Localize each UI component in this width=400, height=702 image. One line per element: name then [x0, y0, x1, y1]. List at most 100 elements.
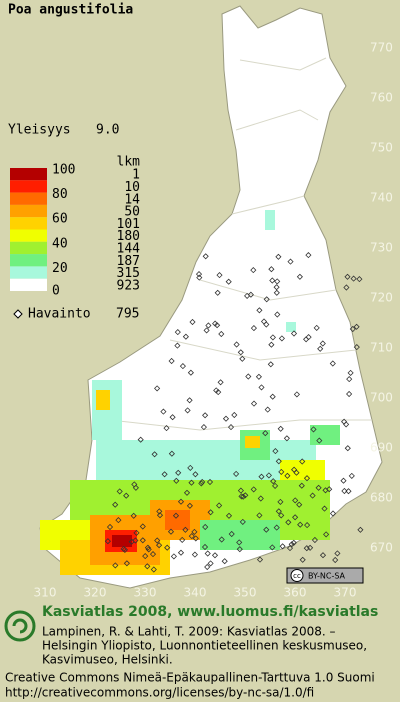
observation-marker [218, 536, 225, 543]
observation-marker [279, 543, 286, 550]
observation-marker [277, 425, 284, 432]
observation-marker [250, 267, 257, 274]
citation-line: Helsingin Yliopisto, Luonnontieteellinen… [42, 639, 367, 653]
observation-marker [288, 541, 295, 548]
svg-text:cc: cc [293, 572, 301, 580]
observation-marker [303, 475, 311, 482]
observation-marker [270, 478, 277, 485]
observation-marker [278, 512, 285, 519]
observation-marker [285, 519, 292, 526]
observation-marker [187, 369, 194, 376]
observation-marker [182, 333, 189, 340]
observation-marker [256, 512, 263, 519]
observation-marker [250, 325, 257, 332]
observation-marker [214, 322, 221, 329]
observation-marker [304, 522, 311, 529]
observation-marker [196, 274, 203, 281]
observation-marker [237, 349, 244, 356]
observation-marker [144, 563, 151, 570]
x-grid-label: 310 [34, 586, 57, 600]
observation-marker [313, 324, 320, 331]
observation-marker [341, 418, 348, 425]
x-grid-label: 340 [184, 586, 207, 600]
observation-marker [212, 320, 219, 327]
observation-marker [274, 278, 281, 285]
x-grid-label: 350 [234, 586, 257, 600]
legend-band [10, 168, 47, 181]
observation-marker [205, 322, 212, 329]
legend-count: 923 [117, 278, 140, 293]
observation-marker [218, 330, 225, 338]
observation-marker [262, 430, 269, 437]
observation-marker [258, 473, 265, 480]
observation-marker [298, 482, 305, 489]
legend-count: 10 [124, 180, 140, 195]
observation-marker [290, 539, 297, 546]
legend-band [10, 241, 47, 255]
y-grid-label: 690 [370, 441, 393, 455]
observation-value: 795 [116, 307, 139, 322]
observation-marker [260, 318, 268, 325]
observation-marker [154, 385, 161, 392]
legend-count: 14 [124, 192, 140, 207]
legend-scale-label: 60 [52, 212, 68, 227]
legend-count: 187 [117, 254, 140, 269]
observation-marker [247, 291, 254, 298]
observation-marker [174, 342, 181, 349]
observation-marker [221, 558, 228, 565]
observation-marker [215, 389, 222, 396]
observation-marker [273, 524, 280, 531]
observation-marker [309, 492, 316, 499]
legend-scale-label: 40 [52, 236, 68, 251]
citation-line: Kasvimuseo, Helsinki. [42, 653, 173, 667]
observation-marker [227, 424, 235, 431]
observation-marker [201, 543, 209, 551]
observation-marker [321, 505, 328, 512]
legend-band [10, 192, 47, 205]
legend-count: 101 [117, 217, 140, 232]
occurrence-cells [40, 210, 340, 575]
observation-marker [228, 530, 235, 538]
observation-marker [278, 468, 285, 475]
observation-marker [156, 512, 164, 519]
observation-marker [303, 545, 310, 552]
observation-marker [231, 411, 238, 419]
observation-marker [344, 273, 351, 280]
observation-marker [341, 487, 348, 495]
observation-marker [139, 537, 146, 544]
observation-marker [286, 545, 294, 552]
y-grid-label: 730 [370, 241, 393, 255]
observation-marker [145, 546, 152, 553]
observation-marker [350, 275, 357, 282]
observation-marker [268, 341, 275, 348]
observation-marker [191, 528, 198, 535]
observation-marker [121, 546, 128, 553]
observation-marker [188, 479, 195, 486]
observation-marker [156, 508, 163, 515]
observation-marker [233, 341, 240, 348]
observation-marker [207, 560, 214, 567]
region-borders [109, 57, 372, 431]
observation-marker [263, 296, 270, 303]
observation-marker [187, 464, 194, 471]
observation-marker [257, 495, 264, 502]
observation-marker [203, 327, 210, 334]
observation-marker [263, 526, 270, 533]
observation-marker [174, 329, 181, 336]
observation-marker [273, 289, 280, 296]
observation-marker [329, 510, 337, 517]
observation-marker [264, 406, 271, 413]
observation-marker [275, 458, 282, 465]
observation-marker [315, 484, 322, 491]
observation-marker [142, 553, 149, 560]
observation-marker [137, 436, 144, 443]
observation-marker [322, 487, 329, 494]
observation-marker [168, 357, 175, 365]
observation-marker [149, 551, 157, 558]
license-line: http://creativecommons.org/licenses/by-n… [5, 686, 314, 700]
count-header: lkm [117, 155, 141, 170]
observation-marker [277, 498, 284, 505]
legend-band [10, 180, 47, 193]
